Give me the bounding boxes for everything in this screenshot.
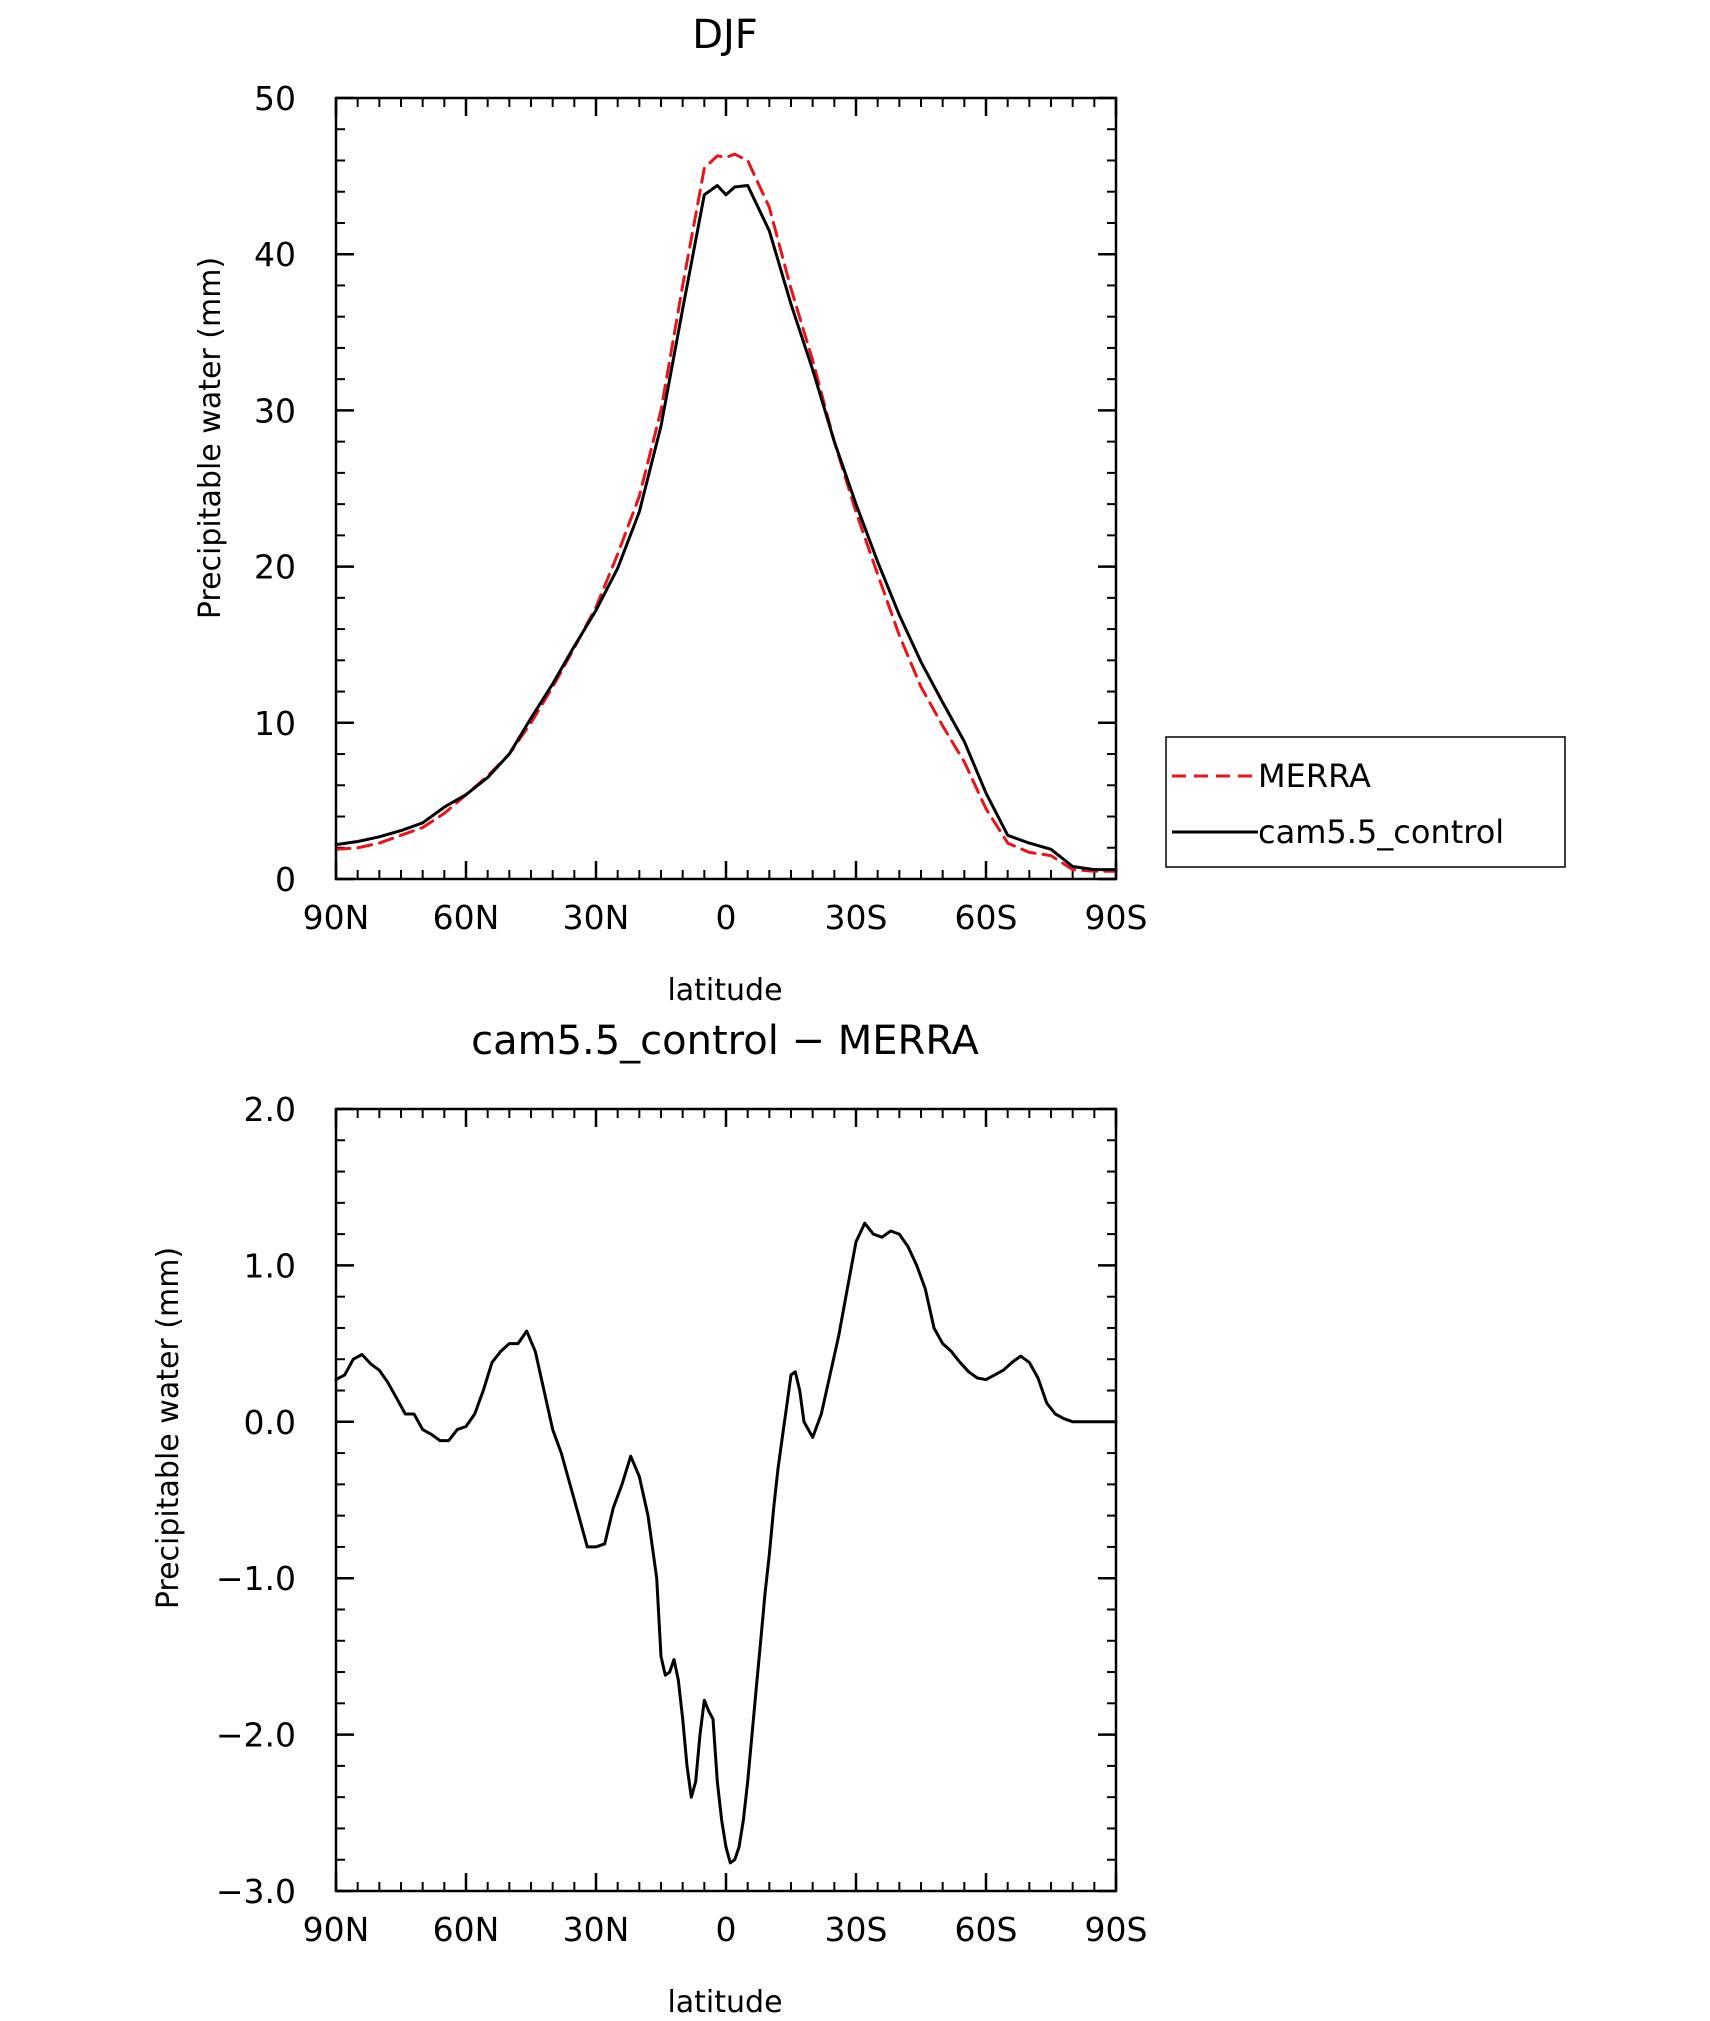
x-tick-label: 60N [433, 1910, 500, 1949]
y-tick-label: 1.0 [244, 1246, 296, 1285]
x-tick-label: 0 [716, 898, 737, 937]
legend-label-cam: cam5.5_control [1258, 813, 1504, 851]
chart-panel-difference: cam5.5_control − MERRA Precipitable wate… [151, 1018, 1147, 2020]
y-axis-label: Precipitable water (mm) [151, 1247, 186, 1609]
plot-lines [334, 152, 1118, 873]
x-tick-label: 90S [1085, 898, 1148, 937]
x-axis-label: latitude [667, 973, 782, 1008]
plot-lines [334, 1221, 1118, 1865]
chart-title: DJF [692, 12, 758, 58]
x-tick-label: 60N [433, 898, 500, 937]
x-tick-label: 60S [955, 898, 1018, 937]
plot-frame [334, 96, 1118, 881]
y-tick-label: 0 [275, 860, 296, 899]
y-tick-label: 50 [254, 79, 296, 118]
x-tick-label: 90S [1085, 1910, 1148, 1949]
x-tick-label: 60S [955, 1910, 1018, 1949]
y-tick-label: 40 [254, 235, 296, 274]
x-tick-label: 30S [825, 898, 888, 937]
y-tick-label: −3.0 [216, 1872, 296, 1911]
chart-title: cam5.5_control − MERRA [471, 1018, 979, 1064]
series-line-cam5-5-control [334, 184, 1118, 872]
x-tick-label: 30N [563, 1910, 630, 1949]
series-line-difference [334, 1221, 1118, 1865]
series-line-merra [334, 152, 1118, 873]
legend: MERRA cam5.5_control [1165, 736, 1566, 868]
plot-frame [334, 1107, 1118, 1893]
y-tick-label: 0.0 [244, 1403, 296, 1442]
x-tick-label: 30N [563, 898, 630, 937]
x-axis-label: latitude [667, 1985, 782, 2020]
axis-ticks: 90N 60N 30N 0 30S 60S 90S 2.0 1.0 0.0 −1.0 −2.0 −3.0 [216, 1090, 1148, 1949]
y-tick-label: 20 [254, 548, 296, 587]
y-tick-label: 2.0 [244, 1090, 296, 1129]
y-tick-label: −2.0 [216, 1716, 296, 1755]
x-tick-label: 30S [825, 1910, 888, 1949]
y-tick-label: −1.0 [216, 1559, 296, 1598]
y-tick-label: 30 [254, 391, 296, 430]
legend-box [1165, 736, 1566, 868]
legend-label-merra: MERRA [1258, 757, 1371, 795]
y-axis-label: Precipitable water (mm) [193, 257, 228, 619]
x-tick-label: 90N [303, 1910, 370, 1949]
chart-panel-precipitable-water: DJF Precipitable water (mm) latitude 90N… [193, 12, 1566, 1008]
y-tick-label: 10 [254, 704, 296, 743]
x-tick-label: 0 [716, 1910, 737, 1949]
x-tick-label: 90N [303, 898, 370, 937]
